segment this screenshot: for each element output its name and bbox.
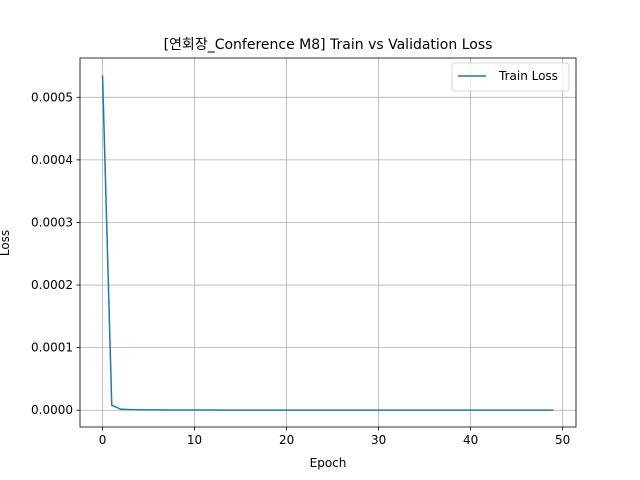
y-axis-label: Loss: [0, 230, 12, 256]
x-tick-label: 10: [187, 433, 202, 447]
y-axis-ticks: 0.0000 0.0001 0.0002 0.0003 0.0004 0.0005: [31, 90, 80, 417]
legend: Train Loss: [451, 62, 570, 92]
x-axis-ticks: 0 10 20 30 40 50: [99, 427, 570, 447]
x-tick-label: 50: [555, 433, 570, 447]
x-tick-label: 20: [279, 433, 294, 447]
y-tick-label: 0.0002: [31, 278, 73, 292]
legend-box: [451, 62, 570, 92]
x-tick-label: 0: [99, 433, 107, 447]
plot-frame: [79, 57, 577, 428]
y-tick-label: 0.0005: [31, 90, 73, 104]
y-tick-label: 0.0000: [31, 403, 73, 417]
x-tick-label: 30: [371, 433, 386, 447]
series-layer: [101, 75, 554, 411]
x-axis-label: Epoch: [310, 456, 347, 470]
legend-label-train-loss: Train Loss: [498, 69, 558, 83]
y-tick-label: 0.0001: [31, 341, 73, 355]
grid-lines: [80, 58, 576, 427]
y-tick-label: 0.0003: [31, 215, 73, 229]
series-line-train-loss: [101, 75, 554, 411]
x-tick-label: 40: [463, 433, 478, 447]
chart-title: [연회장_Conference M8] Train vs Validation …: [164, 37, 493, 53]
y-tick-label: 0.0004: [31, 153, 73, 167]
